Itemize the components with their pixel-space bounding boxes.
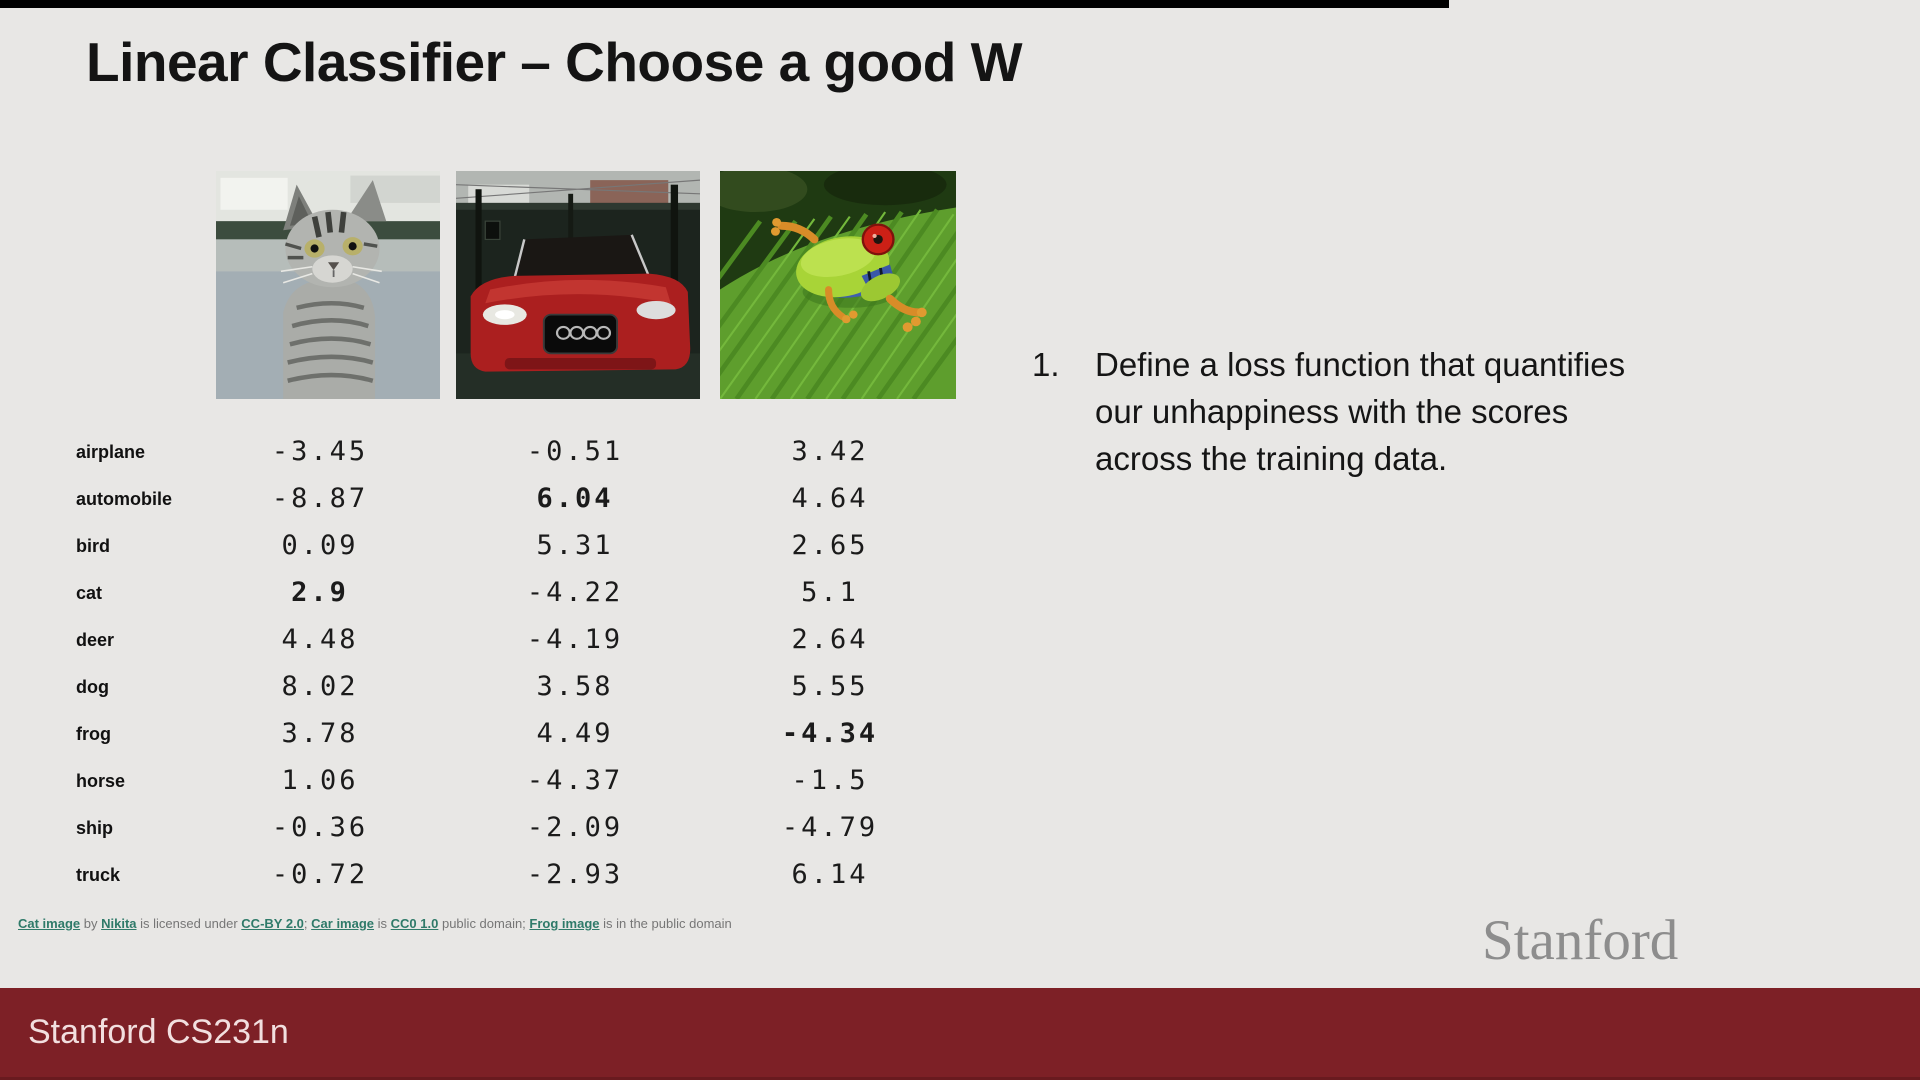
attribution-text: is in the public domain bbox=[599, 916, 732, 931]
attribution-link-cat-image[interactable]: Cat image bbox=[18, 916, 81, 931]
course-label: Stanford CS231n bbox=[28, 1013, 289, 1051]
car-photo-illustration bbox=[456, 171, 700, 399]
letterbox-top-bar bbox=[0, 0, 1449, 8]
score-frog-frog: -4.34 bbox=[781, 718, 879, 749]
score-car-automobile: 6.04 bbox=[536, 483, 614, 514]
frog-photo bbox=[720, 171, 956, 399]
score-frog-automobile: 4.64 bbox=[791, 483, 869, 514]
score-car-airplane: -0.51 bbox=[526, 436, 624, 467]
score-cat-bird: 0.09 bbox=[281, 530, 359, 561]
score-frog-ship: -4.79 bbox=[781, 812, 879, 843]
loss-function-note: 1. Define a loss function that quantifie… bbox=[1032, 341, 1625, 482]
class-label-automobile: automobile bbox=[76, 489, 173, 509]
score-column-car: -0.51 6.04 5.31 -4.22 -4.19 3.58 4.49 -4.37 -2.0… bbox=[465, 428, 685, 898]
class-labels-column: airplane automobile bird cat deer dog frog hors… bbox=[76, 428, 246, 898]
class-label-airplane: airplane bbox=[76, 442, 146, 462]
attribution-text: public domain; bbox=[438, 916, 530, 931]
score-cat-automobile: -8.87 bbox=[271, 483, 369, 514]
attribution-link-car-image[interactable]: Car image bbox=[311, 916, 375, 931]
class-label-ship: ship bbox=[76, 818, 114, 838]
class-label-cat: cat bbox=[76, 583, 103, 603]
score-frog-dog: 5.55 bbox=[791, 671, 869, 702]
note-text: Define a loss function that quantifies ou… bbox=[1095, 341, 1625, 482]
footer-bar: Stanford CS231n bbox=[0, 988, 1920, 1080]
score-car-horse: -4.37 bbox=[526, 765, 624, 796]
score-car-deer: -4.19 bbox=[526, 624, 624, 655]
class-label-truck: truck bbox=[76, 865, 121, 885]
score-frog-deer: 2.64 bbox=[791, 624, 869, 655]
car-photo bbox=[456, 171, 700, 399]
score-cat-ship: -0.36 bbox=[271, 812, 369, 843]
score-frog-horse: -1.5 bbox=[791, 765, 869, 796]
attribution-link-frog-image[interactable]: Frog image bbox=[529, 916, 600, 931]
attribution-text: ; bbox=[303, 916, 312, 931]
score-car-dog: 3.58 bbox=[536, 671, 614, 702]
attribution-link-cc0-1-0[interactable]: CC0 1.0 bbox=[390, 916, 439, 931]
score-cat-airplane: -3.45 bbox=[271, 436, 369, 467]
note-line: across the training data. bbox=[1095, 440, 1448, 477]
class-label-dog: dog bbox=[76, 677, 109, 697]
cat-photo bbox=[216, 171, 440, 399]
class-label-frog: frog bbox=[76, 724, 111, 744]
slide-title: Linear Classifier – Choose a good W bbox=[86, 31, 1023, 93]
score-car-cat: -4.22 bbox=[526, 577, 624, 608]
score-car-bird: 5.31 bbox=[536, 530, 614, 561]
attribution-link-nikita[interactable]: Nikita bbox=[101, 916, 137, 931]
score-car-ship: -2.09 bbox=[526, 812, 624, 843]
stanford-logo: Stanford bbox=[1482, 909, 1679, 972]
score-cat-deer: 4.48 bbox=[281, 624, 359, 655]
attribution-text: is bbox=[374, 916, 391, 931]
score-car-truck: -2.93 bbox=[526, 859, 624, 890]
attribution-line: Cat image by Nikita is licensed under CC… bbox=[18, 916, 732, 931]
score-column-cat: -3.45 -8.87 0.09 2.9 4.48 8.02 3.78 1.06 -0.36 -0… bbox=[210, 428, 430, 898]
score-cat-horse: 1.06 bbox=[281, 765, 359, 796]
note-number: 1. bbox=[1032, 346, 1060, 383]
score-car-frog: 4.49 bbox=[536, 718, 614, 749]
score-frog-bird: 2.65 bbox=[791, 530, 869, 561]
note-line: our unhappiness with the scores bbox=[1095, 393, 1569, 430]
score-frog-truck: 6.14 bbox=[791, 859, 869, 890]
class-label-bird: bird bbox=[76, 536, 110, 556]
score-cat-cat: 2.9 bbox=[291, 577, 349, 608]
score-column-frog: 3.42 4.64 2.65 5.1 2.64 5.55 -4.34 -1.5 -4.79 6.1… bbox=[720, 428, 940, 898]
score-cat-dog: 8.02 bbox=[281, 671, 359, 702]
note-line: Define a loss function that quantifies bbox=[1095, 346, 1626, 383]
attribution-text: is licensed under bbox=[136, 916, 242, 931]
class-label-horse: horse bbox=[76, 771, 126, 791]
frog-photo-illustration bbox=[720, 171, 956, 399]
score-frog-airplane: 3.42 bbox=[791, 436, 869, 467]
class-label-deer: deer bbox=[76, 630, 115, 650]
attribution-link-cc-by-2-0[interactable]: CC-BY 2.0 bbox=[241, 916, 304, 931]
attribution-text: by bbox=[80, 916, 102, 931]
cat-photo-illustration bbox=[216, 171, 440, 399]
score-cat-frog: 3.78 bbox=[281, 718, 359, 749]
score-cat-truck: -0.72 bbox=[271, 859, 369, 890]
score-frog-cat: 5.1 bbox=[801, 577, 859, 608]
